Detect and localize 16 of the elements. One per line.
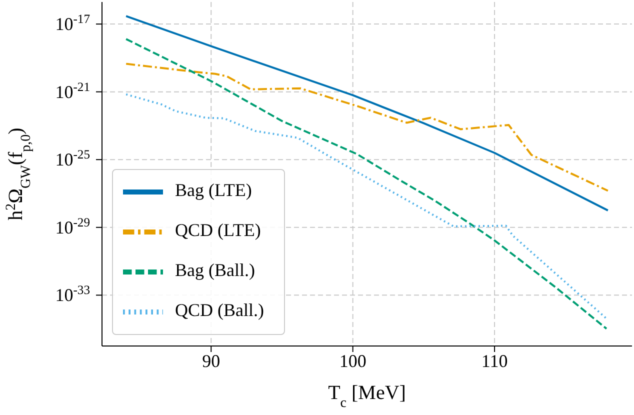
legend-label: QCD (Ball.)	[175, 300, 264, 320]
line-series	[125, 38, 608, 330]
y-tick-label: 10$^{-33}$	[55, 283, 90, 306]
x-axis-title: T$_{c}$ [MeV]	[328, 382, 406, 410]
y-tick-label: 10$^{-17}$	[55, 12, 90, 34]
y-tick-label: 10$^{-21}$	[55, 80, 90, 102]
legend-label: Bag (LTE)	[175, 180, 252, 200]
line-series	[125, 93, 609, 321]
y-tick-label: 10$^{-25}$	[55, 148, 90, 170]
x-tick-label: 90	[202, 350, 220, 371]
x-tick-label: 100	[339, 350, 366, 371]
y-tick-label: 10$^{-29}$	[55, 215, 90, 238]
line-series	[125, 15, 609, 212]
x-tick-label: 110	[481, 350, 508, 371]
legend-label: Bag (Ball.)	[175, 260, 255, 280]
legend-label: QCD (LTE)	[175, 220, 261, 240]
